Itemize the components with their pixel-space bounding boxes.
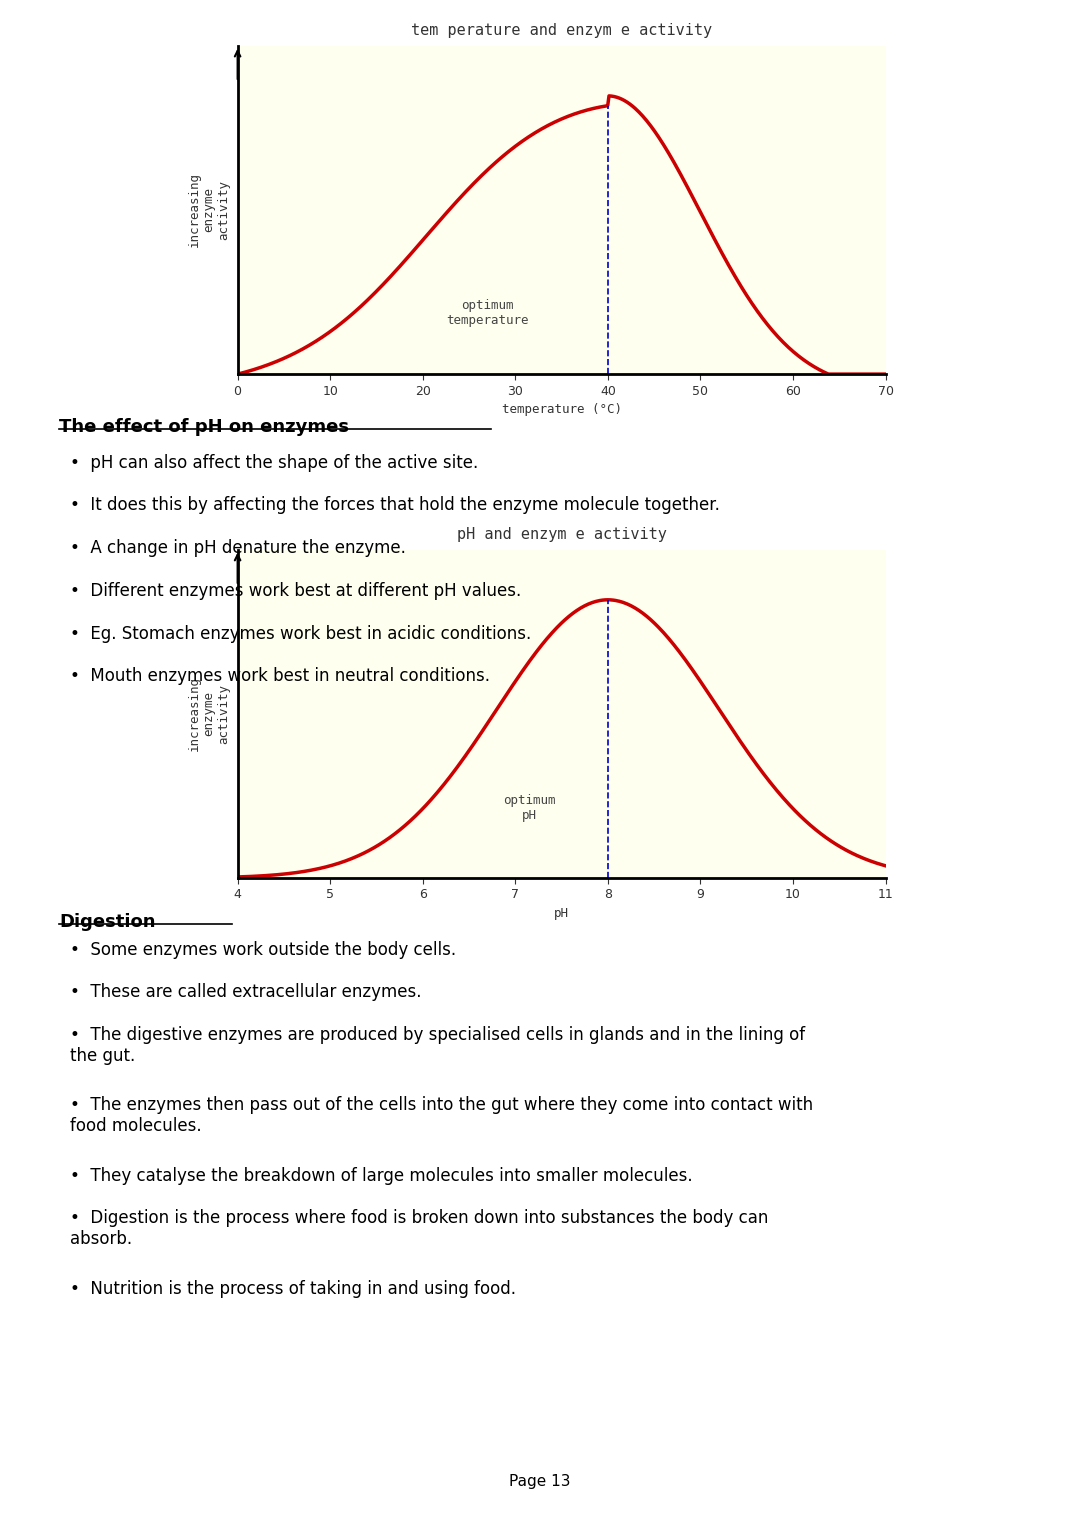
Text: optimum
pH: optimum pH: [503, 794, 555, 823]
Title: pH and enzym e activity: pH and enzym e activity: [457, 527, 666, 542]
Text: The effect of pH on enzymes: The effect of pH on enzymes: [59, 418, 350, 437]
Text: •  Nutrition is the process of taking in and using food.: • Nutrition is the process of taking in …: [70, 1280, 516, 1298]
X-axis label: pH: pH: [554, 907, 569, 919]
Text: •  Mouth enzymes work best in neutral conditions.: • Mouth enzymes work best in neutral con…: [70, 667, 490, 686]
Title: tem perature and enzym e activity: tem perature and enzym e activity: [411, 23, 712, 38]
Text: •  The digestive enzymes are produced by specialised cells in glands and in the : • The digestive enzymes are produced by …: [70, 1026, 806, 1064]
Text: optimum
temperature: optimum temperature: [446, 299, 529, 327]
Text: Digestion: Digestion: [59, 913, 156, 931]
Text: •  They catalyse the breakdown of large molecules into smaller molecules.: • They catalyse the breakdown of large m…: [70, 1167, 693, 1185]
Text: •  These are called extracellular enzymes.: • These are called extracellular enzymes…: [70, 983, 421, 1002]
Text: •  A change in pH denature the enzyme.: • A change in pH denature the enzyme.: [70, 539, 406, 557]
Text: •  The enzymes then pass out of the cells into the gut where they come into cont: • The enzymes then pass out of the cells…: [70, 1096, 813, 1135]
Text: •  Eg. Stomach enzymes work best in acidic conditions.: • Eg. Stomach enzymes work best in acidi…: [70, 625, 531, 643]
Text: •  Different enzymes work best at different pH values.: • Different enzymes work best at differe…: [70, 582, 522, 600]
Text: •  pH can also affect the shape of the active site.: • pH can also affect the shape of the ac…: [70, 454, 478, 472]
Y-axis label: increasing
enzyme
activity: increasing enzyme activity: [188, 173, 231, 247]
X-axis label: temperature (°C): temperature (°C): [501, 403, 622, 415]
Text: •  Some enzymes work outside the body cells.: • Some enzymes work outside the body cel…: [70, 941, 457, 959]
Text: •  Digestion is the process where food is broken down into substances the body c: • Digestion is the process where food is…: [70, 1209, 769, 1248]
Text: •  It does this by affecting the forces that hold the enzyme molecule together.: • It does this by affecting the forces t…: [70, 496, 720, 515]
Text: Page 13: Page 13: [510, 1474, 570, 1489]
Y-axis label: increasing
enzyme
activity: increasing enzyme activity: [188, 676, 231, 751]
